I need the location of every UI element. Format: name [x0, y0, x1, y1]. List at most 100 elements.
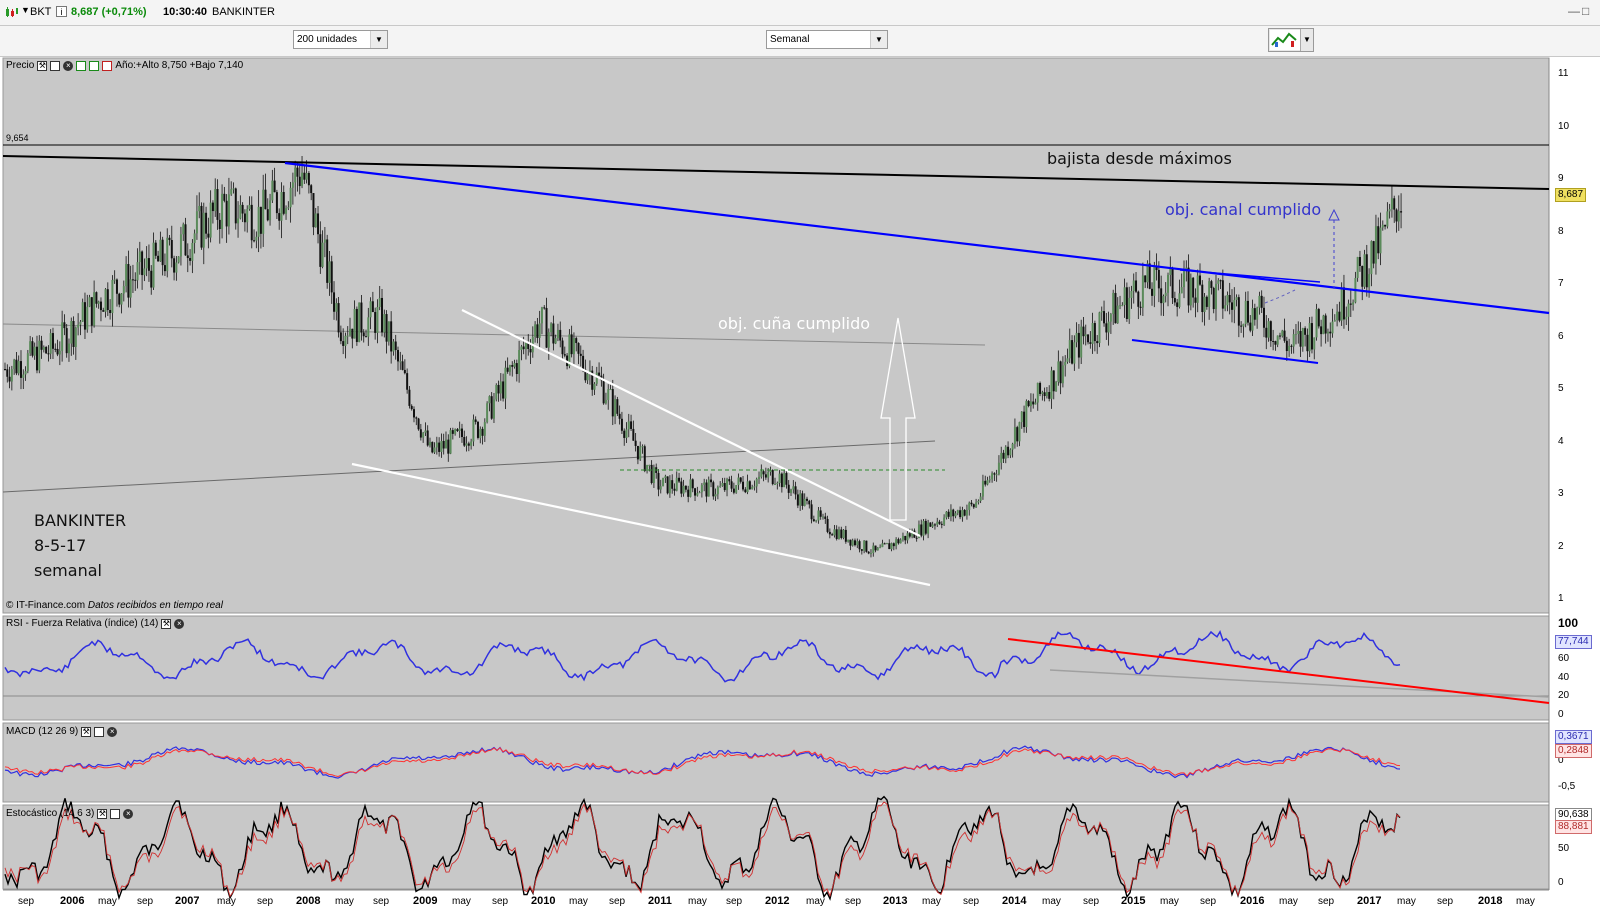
candle-body — [243, 213, 246, 223]
candle-body — [1249, 322, 1252, 331]
candle-body — [227, 194, 230, 227]
chevron-down-icon[interactable]: ▼ — [370, 31, 387, 48]
candle-body — [374, 312, 377, 333]
candle-body — [771, 470, 774, 485]
candle-body — [995, 474, 998, 476]
period-select[interactable]: Semanal ▼ — [766, 30, 888, 49]
candle-body — [604, 399, 607, 404]
wedge-target-arrow — [880, 317, 916, 521]
window-icon[interactable] — [110, 808, 121, 819]
candle-body — [945, 511, 948, 518]
candle-body — [842, 529, 845, 538]
candle-body — [387, 321, 390, 342]
candle-body — [1342, 287, 1345, 320]
macd-panel[interactable] — [2, 722, 1550, 803]
candle-body — [1141, 275, 1144, 308]
candle-body — [241, 204, 244, 214]
candle-body — [696, 493, 699, 496]
candle-body — [1294, 334, 1297, 336]
symbol-dropdown-icon[interactable]: ▼ — [21, 5, 30, 15]
macd-signal-value-box: 0,2848 — [1555, 744, 1592, 758]
candle-body — [1123, 287, 1126, 305]
window-icon[interactable] — [94, 726, 105, 737]
candle-body — [1301, 328, 1304, 347]
grey-trendline-2[interactable] — [2, 440, 936, 493]
candle-body — [785, 473, 788, 485]
candle-body — [518, 350, 521, 375]
units-select[interactable]: 200 unidades ▼ — [293, 30, 388, 49]
copy-icon[interactable] — [89, 60, 100, 71]
price-panel[interactable] — [2, 57, 1550, 614]
info-icon[interactable]: i — [56, 6, 67, 17]
chevron-down-icon[interactable]: ▼ — [1300, 29, 1313, 51]
wrench-icon[interactable]: ⚒ — [81, 726, 92, 737]
wedge-target-annotation: obj. cuña cumplido — [718, 314, 871, 333]
wrench-icon[interactable]: ⚒ — [97, 808, 108, 819]
rsi-line — [4, 630, 1401, 683]
candle-body — [751, 486, 754, 490]
candle-body — [1235, 297, 1238, 300]
close-icon[interactable]: × — [123, 808, 134, 819]
close-icon[interactable]: × — [107, 726, 118, 737]
grey-trendline-1[interactable] — [2, 323, 986, 346]
chart-type-button[interactable]: ▼ — [1268, 28, 1314, 52]
price-y-tick: 2 — [1558, 540, 1564, 552]
candle-body — [961, 509, 964, 518]
x-axis-label: may — [1516, 896, 1535, 907]
candle-body — [8, 376, 11, 382]
candle-body — [602, 380, 605, 404]
candle-body — [191, 242, 194, 261]
resistance-line-black[interactable] — [2, 155, 1550, 190]
candle-body — [915, 537, 918, 539]
bearish-trendline-blue[interactable] — [284, 161, 1550, 315]
minimize-button[interactable]: — — [1568, 4, 1580, 18]
candle-body — [1370, 241, 1373, 275]
candle-body — [1066, 358, 1069, 362]
wrench-icon[interactable]: ⚒ — [37, 60, 48, 71]
close-icon[interactable]: × — [174, 618, 185, 629]
candle-body — [1187, 267, 1190, 306]
price-y-tick: 8 — [1558, 225, 1564, 237]
candle-body — [58, 350, 61, 355]
x-axis-label: 2013 — [883, 895, 908, 907]
candle-body — [442, 440, 445, 449]
macd-y-tick: -0,5 — [1558, 781, 1576, 792]
candle-body — [1297, 330, 1300, 335]
candlestick-chart-icon[interactable] — [5, 6, 19, 18]
x-axis-label: sep — [492, 896, 509, 907]
maximize-button[interactable]: □ — [1582, 4, 1590, 18]
symbol-code: BKT — [30, 6, 52, 18]
close-icon[interactable]: × — [63, 60, 74, 71]
candle-body — [924, 520, 927, 534]
candle-body — [550, 323, 553, 333]
candle-body — [97, 301, 100, 304]
stoch-panel[interactable] — [2, 804, 1550, 890]
candle-body — [223, 193, 226, 201]
candle-body — [936, 521, 939, 525]
candle-body — [61, 322, 64, 351]
candle-body — [83, 302, 86, 330]
wedge-upper-line[interactable] — [461, 309, 921, 537]
wrench-icon[interactable]: ⚒ — [161, 618, 172, 629]
candle-body — [1326, 331, 1329, 334]
candle-body — [851, 540, 854, 546]
candle-body — [19, 361, 22, 378]
rsi-bearish-trendline-red[interactable] — [1007, 638, 1550, 704]
candle-body — [353, 308, 356, 339]
candle-body — [844, 529, 847, 542]
channel-lower-line[interactable] — [1131, 339, 1319, 364]
candle-body — [38, 340, 41, 371]
window-icon[interactable] — [50, 60, 61, 71]
rsi-panel[interactable] — [2, 615, 1550, 721]
delete-icon[interactable] — [102, 60, 113, 71]
channel-upper-line[interactable] — [1179, 269, 1321, 283]
chevron-down-icon[interactable]: ▼ — [870, 31, 887, 48]
candle-body — [538, 323, 541, 338]
wedge-lower-line[interactable] — [351, 462, 931, 587]
candle-body — [609, 389, 612, 391]
add-indicator-icon[interactable] — [76, 60, 87, 71]
candle-body — [182, 224, 185, 235]
candle-body — [901, 535, 904, 540]
candle-body — [328, 261, 331, 283]
